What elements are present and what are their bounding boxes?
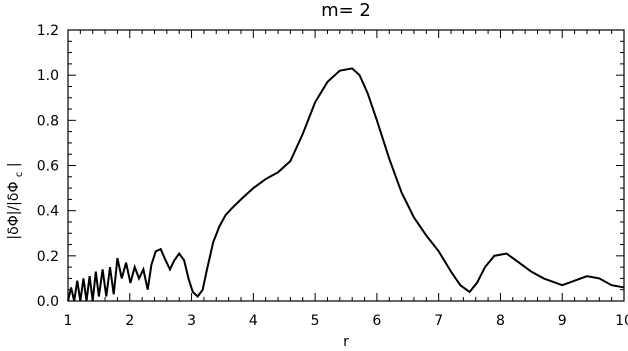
y-tick-label: 0.4 <box>37 204 59 220</box>
x-tick-label: 6 <box>372 313 381 329</box>
y-axis-label-end: | <box>6 162 22 167</box>
chart-title: m= 2 <box>321 0 371 21</box>
x-tick-label: 4 <box>249 313 258 329</box>
y-tick-label: 0.2 <box>37 249 59 265</box>
y-axis-label: |δΦ|/|δΦ c | <box>6 162 26 239</box>
x-tick-label: 1 <box>64 313 73 329</box>
y-tick-label: 0.8 <box>37 113 59 129</box>
x-axis-label: r <box>343 334 349 350</box>
y-tick-label: 0.6 <box>37 159 59 175</box>
y-axis-label-subscript: c <box>14 172 25 178</box>
x-tick-label: 8 <box>496 313 505 329</box>
y-tick-label: 1.0 <box>37 68 59 84</box>
y-tick-label: 1.2 <box>37 23 59 39</box>
x-tick-label: 5 <box>311 313 320 329</box>
y-axis-label-main: |δΦ|/|δΦ <box>6 182 22 240</box>
x-tick-label: 9 <box>558 313 567 329</box>
x-tick-label: 2 <box>125 313 134 329</box>
labels-layer: 1 2 3 4 5 6 7 8 9 10 0.0 0.2 0.4 0.6 0.8 1.0 1.2 <box>37 23 628 329</box>
series-line <box>67 67 625 302</box>
x-tick-label: 10 <box>615 313 628 329</box>
y-tick-label: 0.0 <box>37 294 59 310</box>
x-tick-label: 7 <box>434 313 443 329</box>
x-tick-label: 3 <box>187 313 196 329</box>
plot-frame <box>67 29 625 302</box>
